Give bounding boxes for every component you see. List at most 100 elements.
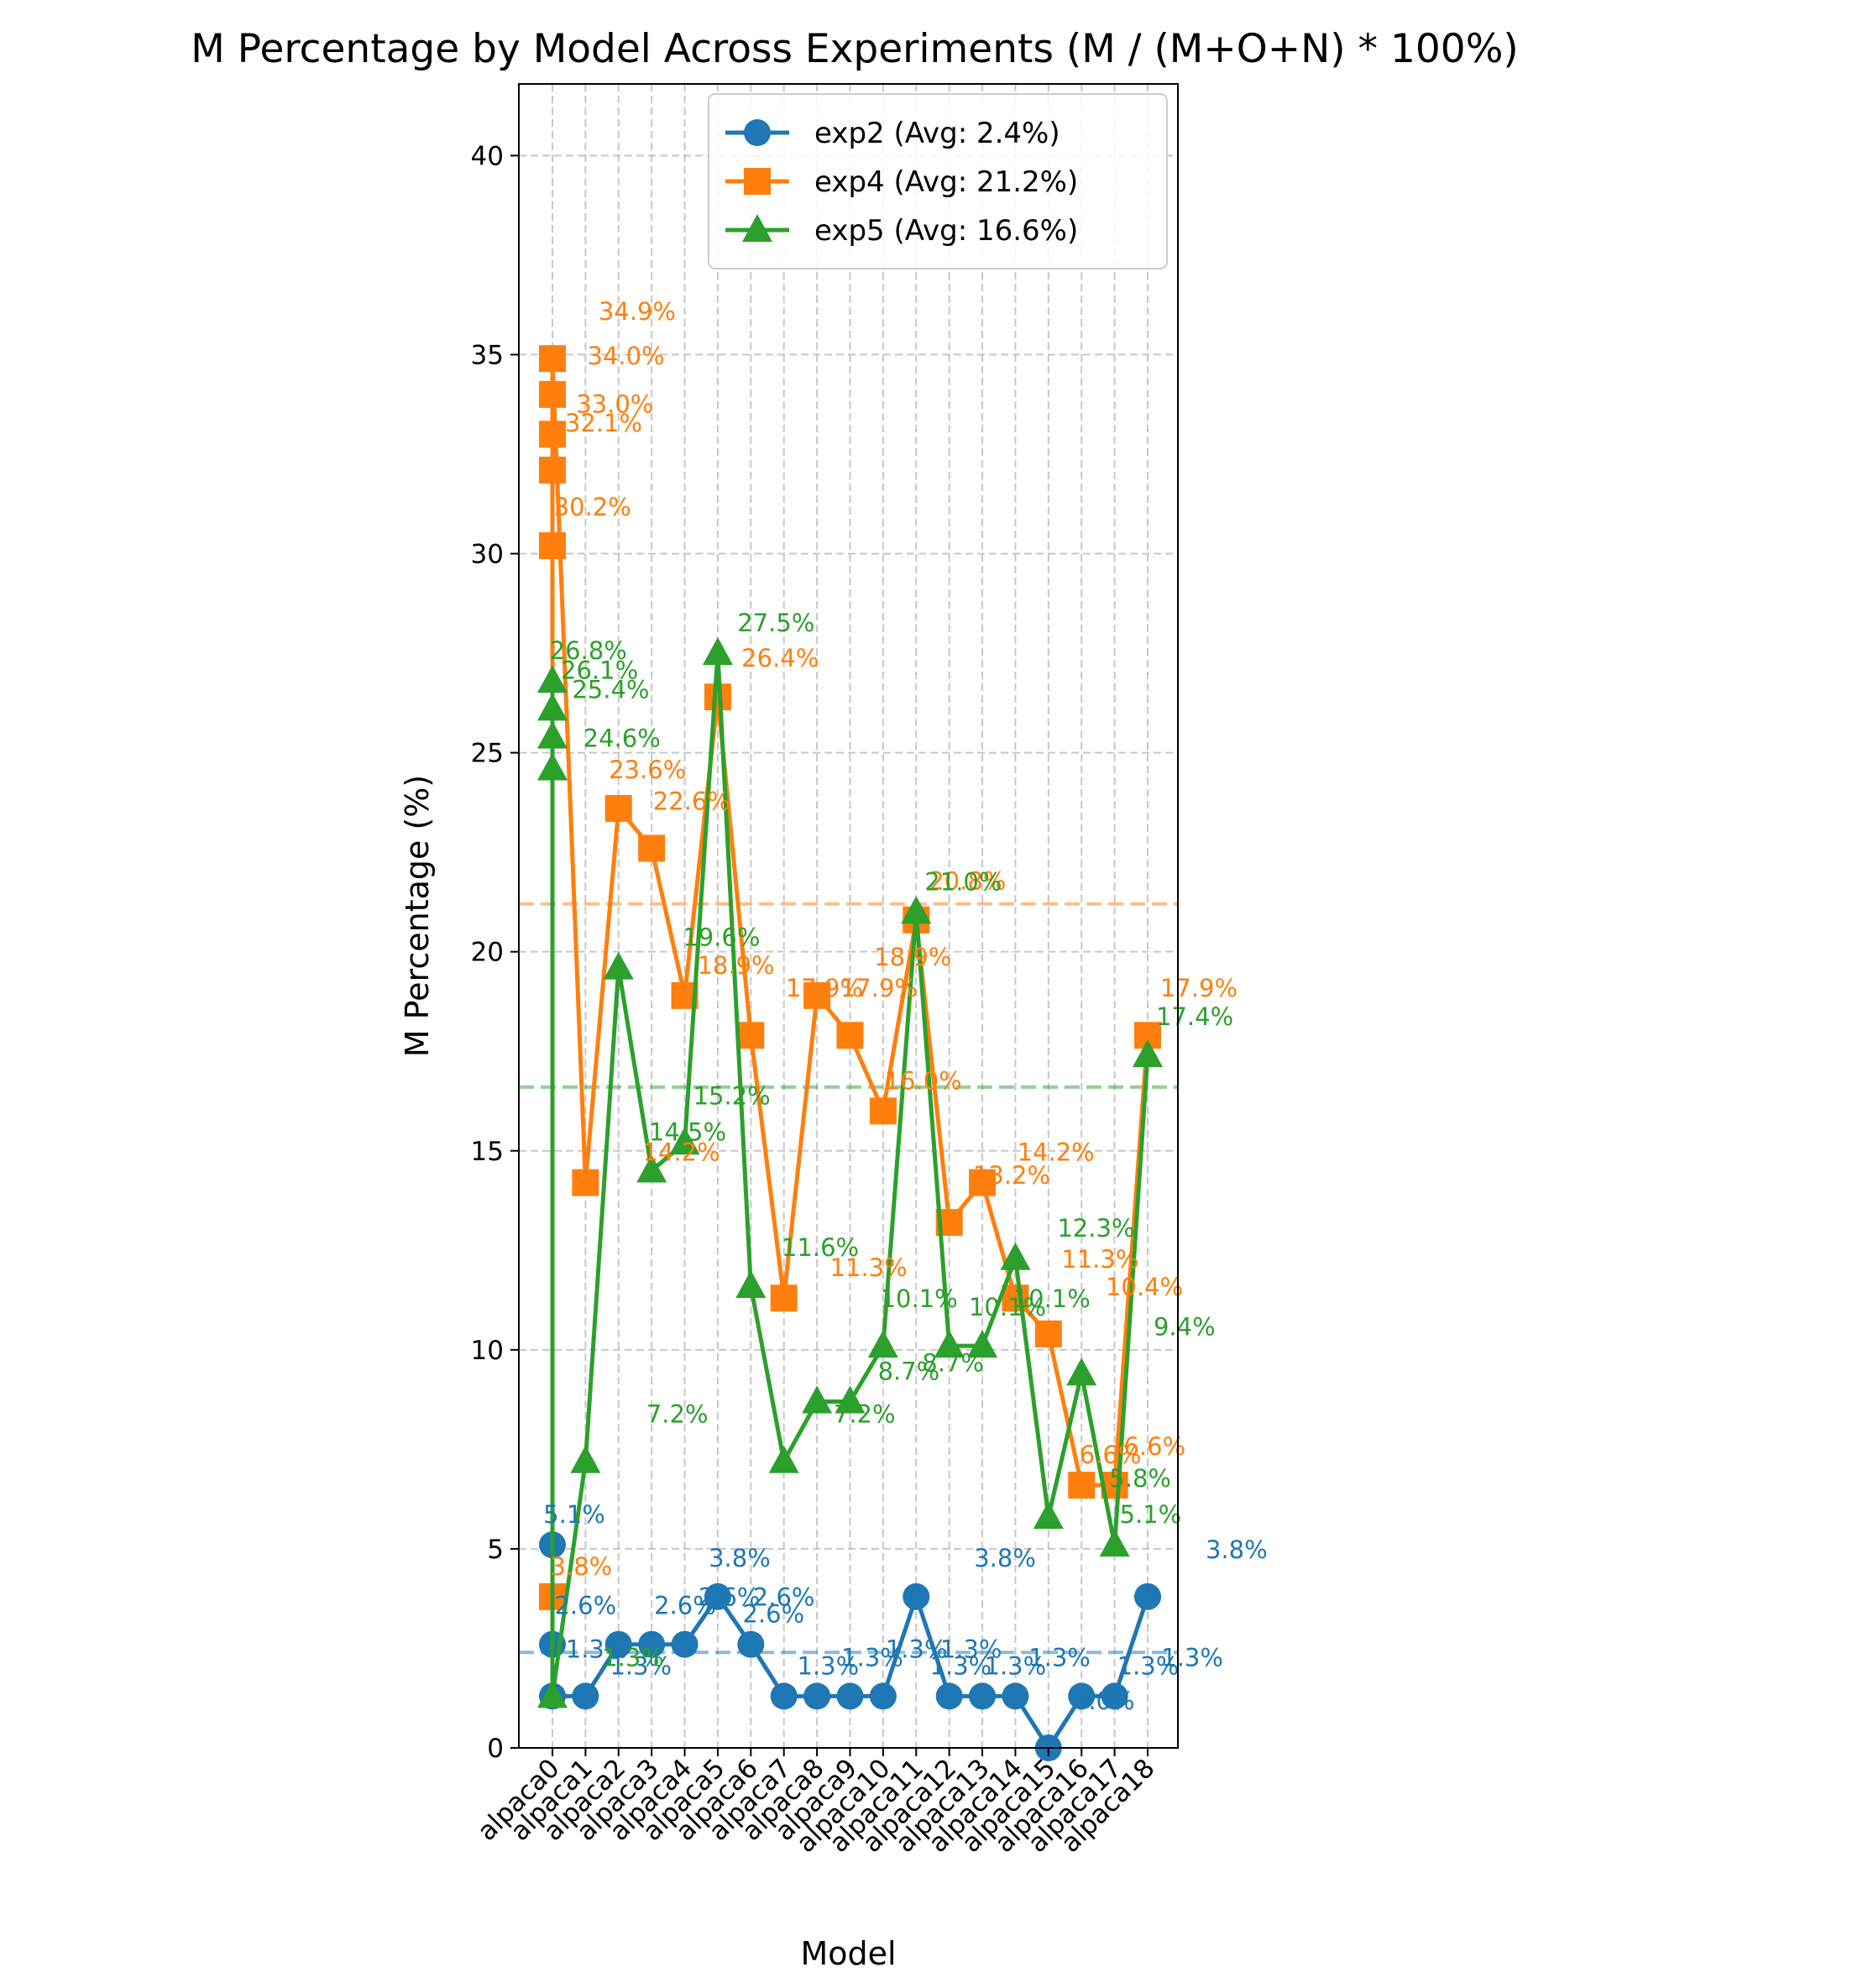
legend-label: exp2 (Avg: 2.4%) (814, 117, 1060, 150)
data-label: 2.6% (699, 1583, 761, 1612)
legend-label: exp5 (Avg: 16.6%) (814, 214, 1078, 248)
data-point (604, 1630, 632, 1658)
data-label: 11.6% (782, 1233, 859, 1262)
data-label: 18.9% (697, 951, 774, 980)
data-label: 1.3% (1161, 1643, 1223, 1671)
data-label: 5.8% (1109, 1464, 1171, 1493)
legend-item[interactable]: exp2 (Avg: 2.4%) (725, 117, 1060, 150)
data-label: 17.9% (840, 974, 918, 1002)
data-label: 6.6% (1080, 1441, 1142, 1469)
data-label: 33.0% (576, 390, 653, 418)
legend-item[interactable]: exp5 (Avg: 16.6%) (725, 214, 1078, 248)
data-label: 7.2% (834, 1400, 896, 1429)
data-point (803, 981, 831, 1009)
data-label: 10.4% (1106, 1273, 1183, 1301)
data-label: 7.2% (646, 1400, 709, 1429)
legend-label: exp4 (Avg: 21.2%) (814, 165, 1078, 199)
data-label: 11.3% (1061, 1245, 1138, 1274)
data-point (903, 1583, 930, 1610)
data-label: 3.8% (974, 1544, 1036, 1572)
data-label: 14.5% (649, 1117, 726, 1146)
data-point (1068, 1682, 1096, 1710)
data-label: 17.9% (786, 974, 863, 1002)
data-label: 34.9% (599, 297, 676, 326)
data-point (537, 752, 568, 781)
data-label: 24.6% (583, 725, 661, 753)
data-label: 13.2% (973, 1161, 1050, 1190)
data-label: 9.4% (1154, 1312, 1216, 1341)
data-labels: 5.1%2.6%1.3%1.3%2.6%2.6%2.6%3.8%2.6%1.3%… (543, 297, 1267, 1715)
data-point (539, 456, 566, 484)
data-label: 1.3% (841, 1643, 903, 1671)
y-tick-label: 5 (487, 1535, 504, 1565)
data-point (835, 1385, 866, 1414)
data-label: 1.3% (602, 1643, 664, 1671)
y-tick-label: 40 (471, 141, 504, 171)
data-point (1033, 1500, 1064, 1529)
data-label: 0.0% (1073, 1687, 1135, 1715)
series-layer (537, 345, 1163, 1761)
data-label: 2.6% (654, 1592, 716, 1620)
data-label: 17.4% (1156, 1002, 1233, 1031)
data-point (638, 834, 666, 862)
data-label: 12.3% (1057, 1214, 1134, 1242)
data-label: 10.1% (1013, 1284, 1091, 1313)
data-label: 20.8% (929, 867, 1006, 896)
data-point (1034, 1320, 1062, 1347)
data-point (537, 720, 568, 749)
data-point (671, 1630, 699, 1658)
data-point (836, 1682, 864, 1710)
data-point (967, 1330, 998, 1358)
y-tick-label: 15 (471, 1137, 504, 1167)
legend-box (708, 93, 1168, 269)
data-point (1133, 1038, 1163, 1067)
data-point (539, 421, 566, 448)
data-point (669, 1127, 700, 1155)
data-label: 16.0% (885, 1066, 962, 1095)
data-point (869, 1682, 897, 1710)
data-point (737, 1022, 765, 1049)
data-label: 34.0% (588, 342, 665, 370)
data-label: 22.6% (653, 787, 730, 815)
data-point (572, 1682, 599, 1710)
data-label: 2.6% (554, 1592, 616, 1620)
data-point (737, 1630, 765, 1658)
data-point (969, 1169, 997, 1196)
data-label: 2.6% (743, 1600, 805, 1629)
data-point (537, 1680, 568, 1708)
data-point (770, 1284, 798, 1312)
y-tick-label: 10 (471, 1336, 504, 1366)
y-tick-label: 30 (471, 540, 504, 570)
legend-item[interactable]: exp4 (Avg: 21.2%) (725, 165, 1078, 199)
data-point (537, 693, 568, 721)
data-label: 1.3% (985, 1651, 1047, 1680)
legend-marker (744, 119, 771, 146)
y-tick-label: 25 (471, 739, 504, 769)
data-point (867, 1330, 898, 1358)
data-label: 26.4% (741, 644, 819, 672)
data-label: 30.2% (554, 493, 631, 521)
legend[interactable]: exp2 (Avg: 2.4%) exp4 (Avg: 21.2%) exp5 (A… (708, 93, 1168, 269)
data-point (1002, 1682, 1029, 1710)
data-point (537, 665, 568, 693)
data-label: 8.7% (878, 1357, 940, 1385)
data-label: 1.3% (566, 1635, 628, 1663)
data-point (636, 1154, 667, 1183)
legend-marker (744, 168, 771, 195)
y-tick-label: 35 (471, 340, 504, 370)
data-label: 10.1% (881, 1284, 958, 1313)
data-label: 8.7% (922, 1348, 984, 1377)
data-point (935, 1682, 963, 1710)
data-point (704, 1583, 731, 1610)
data-label: 5.1% (543, 1500, 605, 1529)
data-point (603, 951, 634, 980)
data-label: 6.6% (1123, 1432, 1185, 1461)
data-label: 1.3% (610, 1651, 672, 1680)
data-label: 5.1% (1120, 1500, 1182, 1529)
data-point (768, 1445, 799, 1473)
data-label: 10.1% (969, 1293, 1046, 1321)
data-point (702, 637, 733, 666)
plot-frame (518, 83, 1179, 1749)
data-label: 3.8% (551, 1552, 613, 1581)
